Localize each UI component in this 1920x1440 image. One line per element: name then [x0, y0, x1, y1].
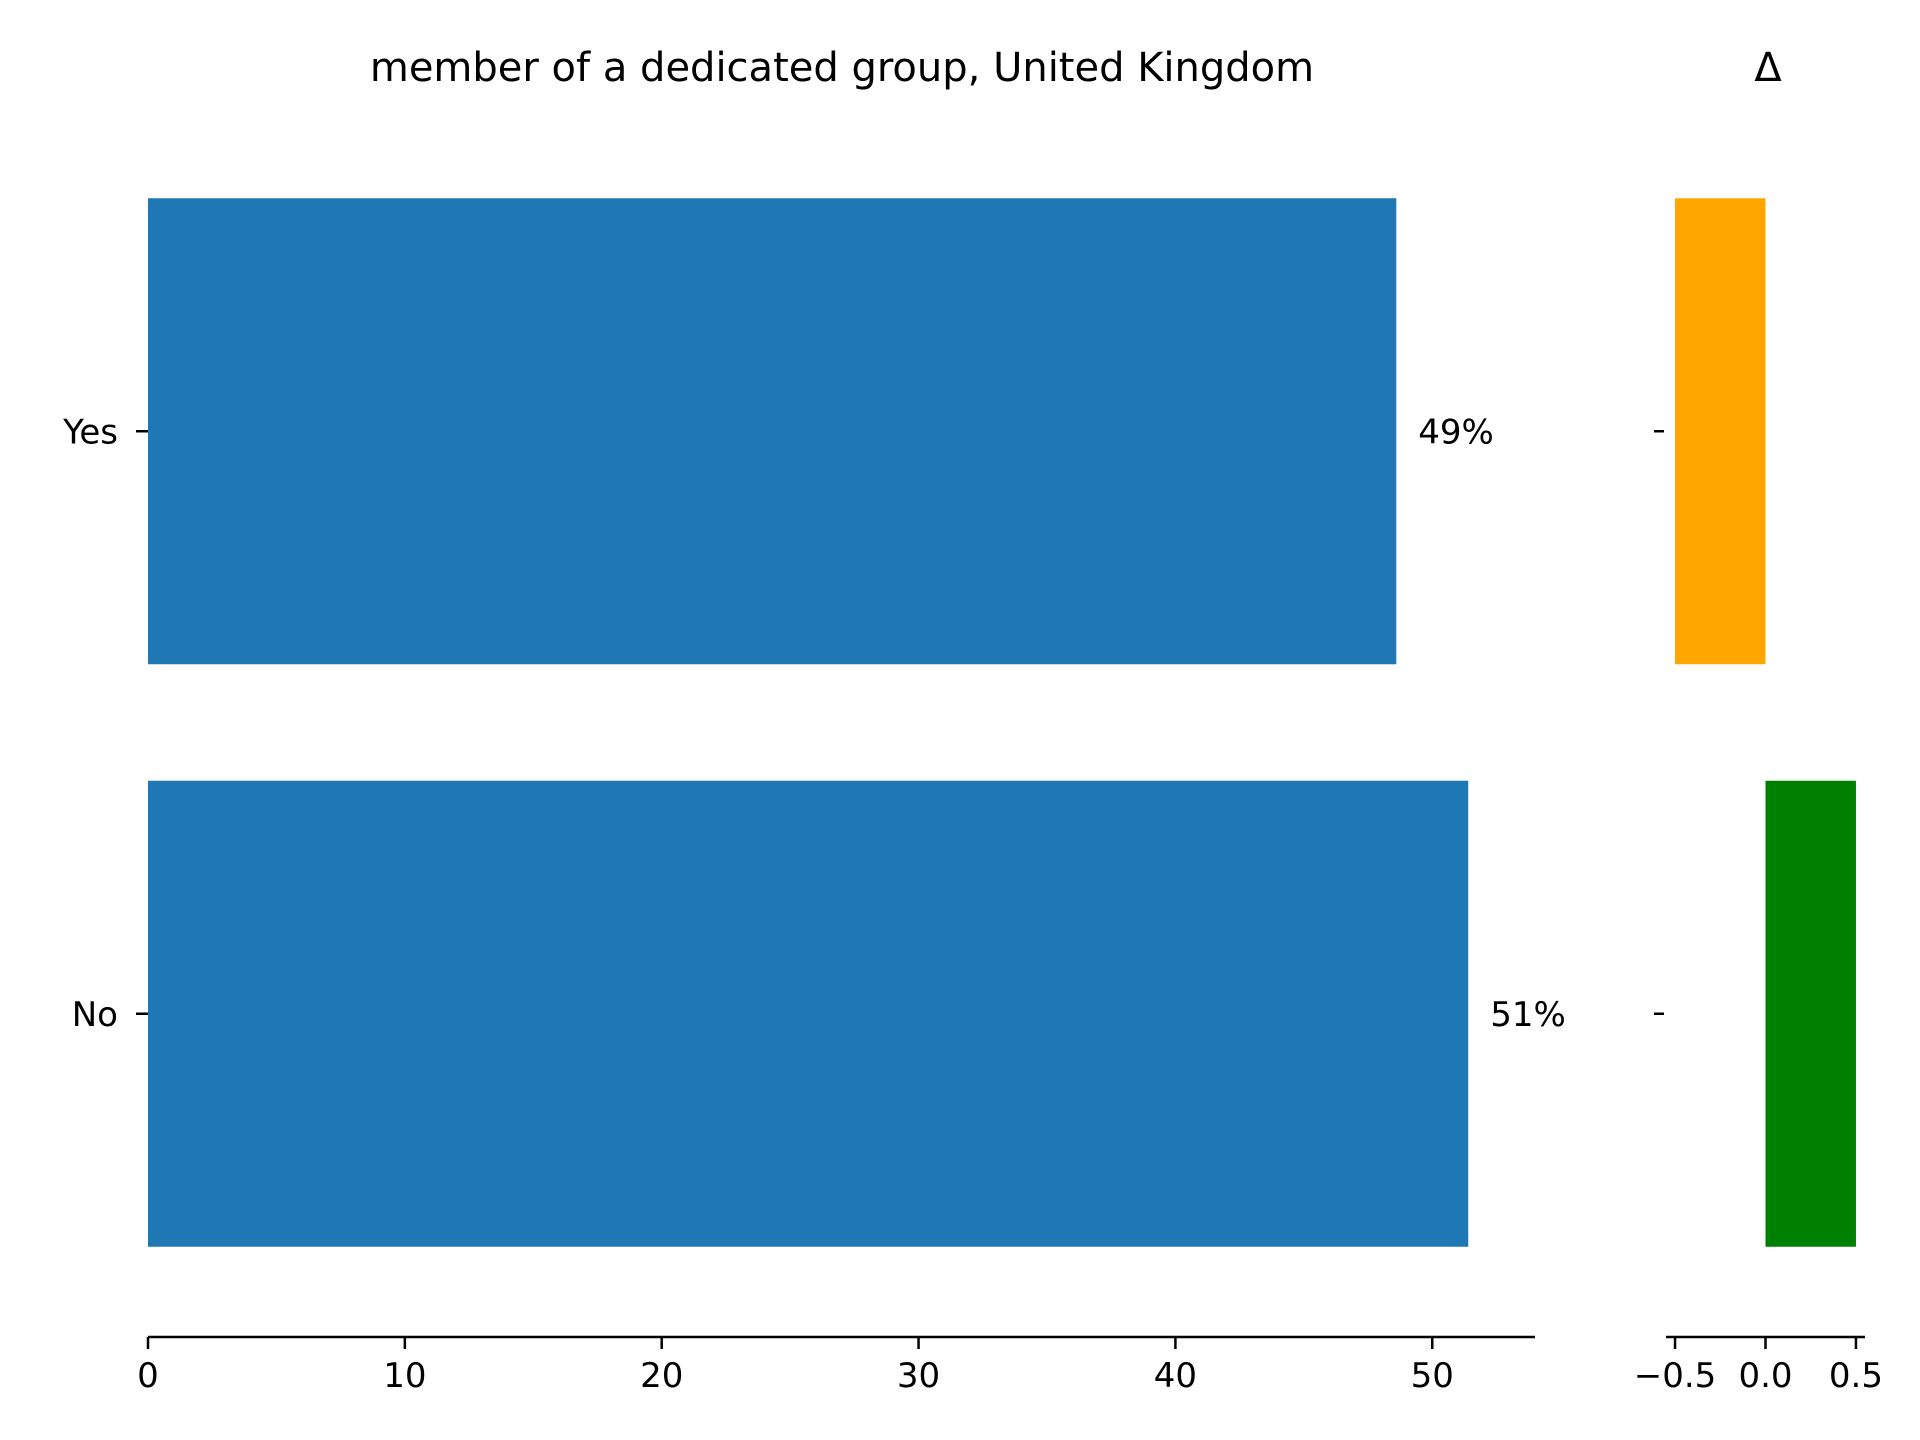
delta-x-tick-label: 0.0: [1738, 1356, 1792, 1396]
x-tick-label: 20: [640, 1356, 683, 1396]
delta-x-tick-label: 0.5: [1829, 1356, 1883, 1396]
y-tick-label-yes: Yes: [62, 412, 118, 452]
bar-no: [148, 780, 1469, 1247]
value-label-yes: 49%: [1418, 412, 1494, 452]
delta-bar-yes: [1675, 198, 1766, 665]
main-panel: 49% Yes 51% No 0 10 20 30 40 50: [62, 198, 1566, 1396]
delta-panel: −0.5 0.0 0.5: [1634, 198, 1883, 1396]
x-tick-label: 30: [897, 1356, 940, 1396]
delta-bar-no: [1765, 780, 1856, 1247]
bar-yes: [148, 198, 1397, 665]
delta-chart-title: Δ: [1754, 45, 1782, 91]
x-tick-label: 40: [1154, 1356, 1197, 1396]
value-label-no: 51%: [1490, 995, 1566, 1035]
x-tick-label: 0: [137, 1356, 159, 1396]
x-tick-label: 10: [383, 1356, 426, 1396]
y-tick-label-no: No: [72, 995, 118, 1035]
main-chart-title: member of a dedicated group, United King…: [370, 45, 1314, 91]
x-tick-label: 50: [1411, 1356, 1454, 1396]
delta-x-tick-label: −0.5: [1634, 1356, 1717, 1396]
